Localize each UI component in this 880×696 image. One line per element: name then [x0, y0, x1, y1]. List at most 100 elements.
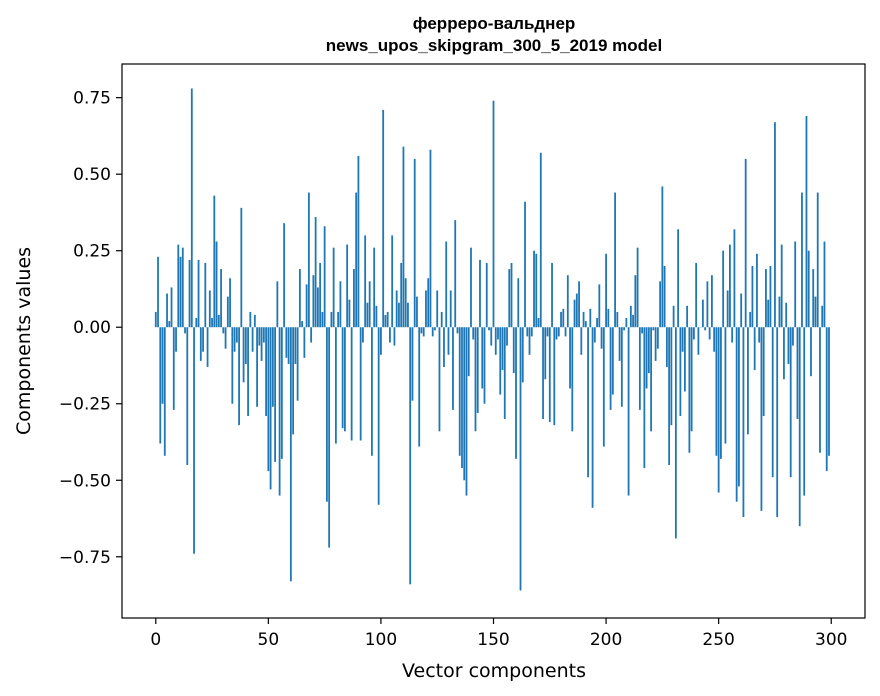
bar [488, 327, 490, 331]
bar [810, 327, 812, 377]
bar [672, 305, 675, 328]
bar [654, 327, 657, 361]
bar [436, 290, 439, 328]
bar [301, 321, 304, 328]
bar [364, 235, 367, 328]
bar [724, 327, 727, 444]
x-tick-label: 250 [702, 630, 734, 650]
bar [805, 116, 808, 328]
bar [789, 327, 792, 478]
bar [717, 327, 720, 493]
bar [411, 327, 414, 401]
bar [481, 327, 484, 389]
bar [738, 327, 740, 487]
bar [271, 327, 274, 407]
bar [616, 311, 619, 328]
bar [323, 226, 326, 328]
x-tick-label: 50 [258, 630, 280, 650]
bar [526, 327, 529, 337]
bar [783, 327, 785, 380]
bar [812, 269, 815, 328]
bar [620, 327, 623, 407]
bar [242, 327, 245, 383]
bar [456, 327, 459, 334]
bar [463, 327, 466, 481]
bar [596, 318, 598, 328]
bar [319, 262, 322, 328]
bar [582, 311, 585, 328]
plot-frame [121, 63, 866, 619]
bar [753, 327, 756, 371]
bar [474, 327, 477, 432]
bar [663, 266, 666, 328]
bar [785, 302, 788, 328]
bar [780, 244, 783, 328]
bar [461, 327, 463, 469]
bar [267, 327, 270, 472]
y-tick-label: −0.25 [59, 395, 111, 415]
bar [765, 269, 767, 328]
bar [253, 314, 256, 328]
y-tick-label: 0.75 [73, 89, 111, 109]
bar [807, 250, 810, 328]
bar [344, 327, 346, 432]
bar [235, 327, 238, 343]
bar [562, 308, 565, 328]
bar [510, 262, 513, 328]
bar [726, 290, 729, 328]
bar [729, 244, 731, 328]
bar [566, 275, 569, 328]
bar [647, 327, 650, 374]
bar [161, 327, 164, 404]
bar [296, 327, 299, 401]
bar [231, 327, 234, 404]
bar [535, 253, 538, 328]
bar [501, 327, 504, 371]
bar [548, 327, 551, 423]
bar [650, 327, 653, 432]
bar [375, 305, 378, 328]
bar [472, 327, 475, 340]
bar [787, 327, 790, 364]
y-tick-label: 0.25 [73, 242, 111, 262]
bar [821, 305, 824, 328]
bar [224, 327, 227, 349]
chart-subtitle: news_upos_skipgram_300_5_2019 model [326, 36, 662, 55]
bar [519, 327, 522, 591]
bar [483, 327, 486, 404]
bar [652, 327, 655, 331]
bar [796, 327, 799, 420]
bar [346, 244, 349, 328]
bar [337, 311, 340, 328]
bar [407, 302, 409, 328]
bar [334, 327, 337, 444]
bar [816, 192, 819, 328]
bar [157, 256, 159, 328]
bar [587, 327, 589, 478]
bar [404, 278, 407, 328]
x-tick-label: 100 [365, 630, 397, 650]
bar [368, 281, 371, 328]
bar [688, 327, 691, 453]
bar [204, 262, 207, 328]
bar [798, 327, 801, 527]
x-tick-label: 0 [150, 630, 161, 650]
bar [213, 195, 216, 328]
bar [690, 327, 693, 432]
bar [715, 327, 718, 456]
bar [294, 327, 297, 364]
bar [546, 327, 549, 337]
bar [265, 327, 267, 416]
bar [251, 327, 254, 352]
bar [539, 152, 542, 328]
bar [170, 287, 173, 328]
bar [634, 275, 637, 328]
bar [823, 241, 826, 328]
bar [706, 281, 709, 328]
bar [517, 278, 520, 328]
bar [465, 327, 468, 496]
bar [708, 327, 711, 340]
bar [711, 275, 713, 328]
bar [578, 281, 580, 328]
